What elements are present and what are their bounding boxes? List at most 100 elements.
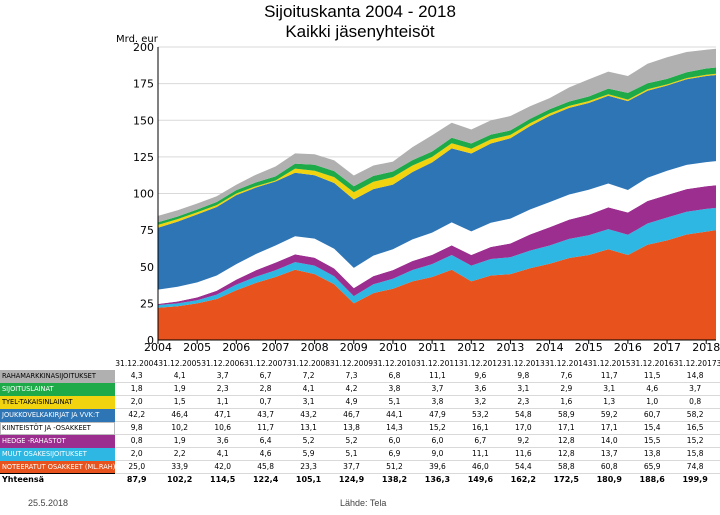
table-cell: 5,2 (287, 434, 331, 448)
table-cell: 17,1 (544, 421, 588, 435)
table-cell: 12,8 (716, 370, 720, 383)
table-cell: 6,7 (244, 370, 288, 383)
table-cell: 1,9 (158, 434, 202, 448)
table-cell: 11,1 (415, 370, 459, 383)
total-cell: 199,9 (673, 473, 717, 486)
table-cell: 65,9 (630, 460, 674, 474)
table-column-header: 31.12.2006 (201, 359, 245, 368)
table-cell: 0,7 (244, 395, 288, 409)
x-tick-label: 2012 (457, 341, 485, 354)
table-cell: 13,8 (330, 421, 373, 435)
table-cell: 2,3 (201, 382, 245, 396)
table-cell: 1,6 (544, 395, 588, 409)
table-column-header: 31.12.2010 (373, 359, 416, 368)
table-cell: 2,0 (115, 395, 159, 409)
table-cell: 14,8 (673, 370, 717, 383)
table-column-header: 31.12.2014 (544, 359, 588, 368)
table-cell: 7,2 (287, 370, 331, 383)
x-tick-label: 2005 (183, 341, 211, 354)
table-column-header: 31.12.2013 (501, 359, 545, 368)
table-cell: 54,8 (501, 408, 545, 422)
table-cell: 3,7 (673, 382, 717, 396)
table-cell: 4,3 (115, 370, 159, 383)
table-cell: 10,2 (158, 421, 202, 435)
y-tick-label: 25 (140, 297, 154, 310)
table-cell: 3,1 (501, 382, 545, 396)
table-cell: 25,0 (115, 460, 159, 474)
total-cell: 124,9 (330, 473, 373, 486)
area-series-sijoituslainat (158, 67, 716, 225)
table-row: TYEL-TAKAISINLAINAT 2,0 1,5 1,1 0,7 3,1 4,9 5,1… (0, 395, 720, 409)
chart-title-line1: Sijoituskanta 2004 - 2018 (264, 2, 456, 21)
table-cell: 13,8 (630, 447, 674, 461)
table-cell: 2,3 (501, 395, 545, 409)
table-cell: 9,2 (501, 434, 545, 448)
table-cell: 3,8 (415, 395, 459, 409)
table-cell: 17,0 (501, 421, 545, 435)
area-series-hedge-rahastot (158, 185, 716, 306)
area-series-noteeratut-osakkeet-ml-rah- (158, 230, 716, 340)
table-column-header: 31.12.2008 (287, 359, 331, 368)
table-cell: 16,5 (673, 421, 717, 435)
table-column-header: 31.12.2011 (415, 359, 459, 368)
table-cell: 15,4 (630, 421, 674, 435)
table-cell: 1,8 (115, 382, 159, 396)
x-tick-label: 2014 (536, 341, 564, 354)
x-tick-label: 2013 (496, 341, 524, 354)
table-cell: 7,6 (544, 370, 588, 383)
table-cell: 5,1 (330, 447, 373, 461)
table-cell: 2,8 (244, 382, 288, 396)
y-tick-label: 50 (140, 261, 154, 274)
footer-date: 25.5.2018 (28, 498, 69, 508)
total-cell: 102,2 (158, 473, 202, 486)
table-cell: 4,1 (158, 370, 202, 383)
table-cell: 1,3 (587, 395, 631, 409)
total-cell: 138,2 (373, 473, 416, 486)
x-tick-label: 2017 (653, 341, 681, 354)
y-tick-label: 175 (133, 78, 154, 91)
table-cell: 74,8 (673, 460, 717, 474)
table-cell: 2,9 (544, 382, 588, 396)
table-cell: 0,8 (716, 395, 720, 409)
table-column-header: 31.12.2004 (115, 359, 159, 368)
table-cell: 15,2 (415, 421, 459, 435)
table-cell: 9,8 (115, 421, 159, 435)
table-cell: 3,7 (201, 370, 245, 383)
table-row: NOTEERATUT OSAKKEET (ML.RAH) 25,0 33,9 42,0… (0, 460, 720, 474)
table-cell: 6,7 (458, 434, 502, 448)
table-row: KIINTEISTÖT JA -OSAKKEET 9,8 10,2 10,6 11,7 1… (0, 421, 720, 435)
total-cell: 162,2 (501, 473, 545, 486)
table-cell: 46,7 (330, 408, 373, 422)
x-tick-label: 2006 (222, 341, 250, 354)
table-cell: 4,6 (244, 447, 288, 461)
x-tick-label: 2004 (144, 341, 172, 354)
x-tick-label: 2007 (261, 341, 289, 354)
table-cell: 60,7 (630, 408, 674, 422)
legend-label: RAHAMARKKINASIJOITUKSET (0, 370, 116, 383)
table-column-header: 31.3.2018 (716, 359, 720, 368)
table-cell: 51,2 (373, 460, 416, 474)
table-cell: 3,8 (373, 382, 416, 396)
x-tick-label: 2011 (418, 341, 446, 354)
table-row: SIJOITUSLAINAT 1,8 1,9 2,3 2,8 4,1 4,2 3,8 3,7 3,… (0, 382, 720, 396)
table-total-row: Yhteensä 87,9 102,2 114,5 122,4 105,1 124,9 138… (0, 473, 720, 486)
table-cell: 15,8 (673, 447, 717, 461)
table-cell: 1,0 (630, 395, 674, 409)
table-cell: 2,0 (115, 447, 159, 461)
table-cell: 58,8 (544, 460, 588, 474)
table-cell: 6,4 (244, 434, 288, 448)
total-cell: 122,4 (244, 473, 288, 486)
x-tick-label: 2008 (301, 341, 329, 354)
legend-label: MUUT OSAKESIJOITUKSET (0, 447, 116, 461)
table-cell: 47,9 (415, 408, 459, 422)
total-cell: 180,9 (587, 473, 631, 486)
table-cell: 4,3 (716, 382, 720, 396)
table-cell: 75,7 (716, 460, 720, 474)
area-series (158, 48, 716, 340)
table-cell: 0,8 (673, 395, 717, 409)
table-cell: 3,6 (458, 382, 502, 396)
table-cell: 46,0 (458, 460, 502, 474)
table-cell: 33,9 (158, 460, 202, 474)
table-cell: 3,1 (287, 395, 331, 409)
legend-label: TYEL-TAKAISINLAINAT (0, 395, 116, 409)
